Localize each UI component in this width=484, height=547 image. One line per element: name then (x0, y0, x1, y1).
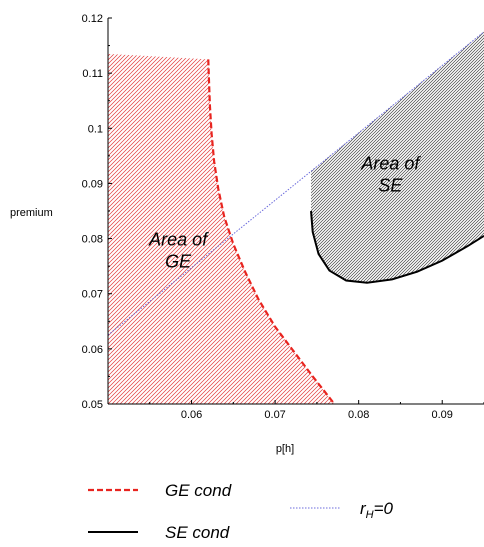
y-tick-label: 0.08 (82, 234, 103, 246)
annotation-line1: Area of (360, 154, 421, 174)
legend-item: GE cond (88, 481, 232, 500)
y-tick-label: 0.11 (82, 68, 103, 80)
y-tick-label: 0.12 (82, 13, 103, 25)
se-area (311, 31, 484, 283)
series-line-se-cond (310, 210, 484, 284)
annotation-line2: SE (378, 176, 403, 196)
annotation-line1: Area of (148, 230, 209, 250)
x-tick-label: 0.07 (264, 409, 285, 421)
annotation-line2: GE (165, 252, 192, 272)
legend-item: rH=0 (290, 499, 394, 521)
legend-label: GE cond (165, 481, 232, 500)
y-axis-label: premium (10, 207, 53, 219)
x-tick-label: 0.06 (181, 409, 202, 421)
x-tick-label: 0.09 (432, 409, 453, 421)
x-tick-label: 0.08 (348, 409, 369, 421)
x-axis-label: p[h] (276, 443, 294, 455)
y-tick-label: 0.07 (82, 289, 103, 301)
series-line-ge-cond (207, 59, 336, 404)
y-tick-label: 0.05 (82, 399, 103, 411)
ge-area (108, 53, 335, 404)
legend-label: SE cond (165, 523, 230, 542)
y-tick-label: 0.1 (88, 123, 103, 135)
legend-item: SE cond (88, 523, 230, 542)
y-tick-label: 0.06 (82, 344, 103, 356)
y-tick-label: 0.09 (82, 178, 103, 190)
series-line-r-h-0 (108, 31, 484, 336)
legend-label: rH=0 (360, 499, 394, 521)
